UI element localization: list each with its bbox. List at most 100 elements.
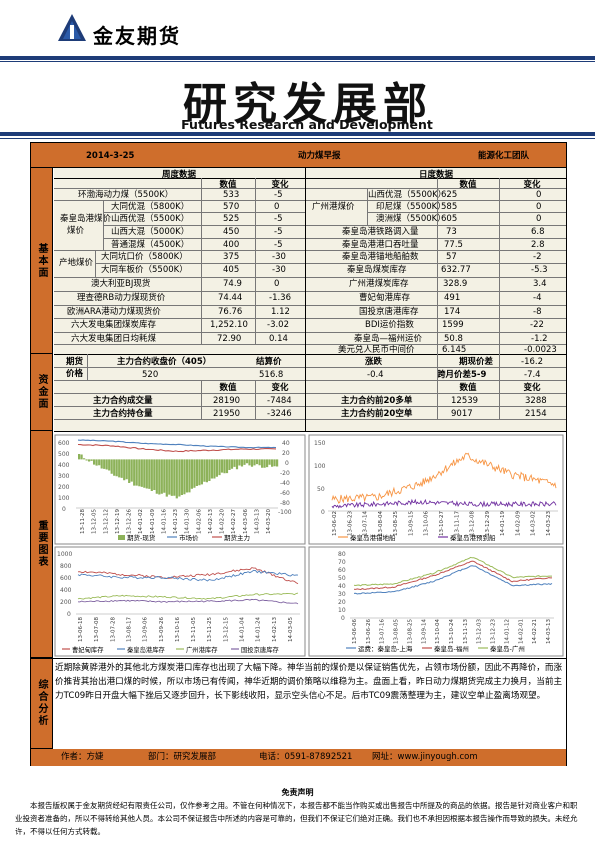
weekly-row-name: 环渤海动力煤（5500K） <box>78 190 174 200</box>
legend-label: 秦皇岛港预到船 <box>450 533 496 542</box>
daily-header: 日度数据 <box>418 170 453 180</box>
futures-close: 520 <box>142 370 159 380</box>
weekly-row-value: 76.76 <box>218 307 243 317</box>
legend-swatch <box>118 535 125 540</box>
x-tick-label: 13-12-23 <box>491 619 497 644</box>
x-tick-label: 13-09-26 <box>159 617 165 642</box>
pos-row-value: 21950 <box>213 409 241 419</box>
daily-row-change: 3.4 <box>533 279 547 289</box>
x-tick-label: 13-12-29 <box>485 511 491 536</box>
department-subtitle: Futures Research and Development <box>181 117 433 132</box>
futures-settle: 516.8 <box>259 370 284 380</box>
weekly-row-change: -30 <box>272 252 286 262</box>
futures-spread: -7.4 <box>524 370 541 380</box>
x-tick-label: 13-11-17 <box>454 511 460 536</box>
x-tick-label: 14-03-13 <box>546 619 552 644</box>
svg-text:-100: -100 <box>278 509 292 516</box>
x-tick-label: 13-10-06 <box>424 511 430 536</box>
chart-freight: 80 70 60 50 40 30 20 10 0 13-06-06 13-06-… <box>338 551 554 653</box>
daily-row-name: 秦皇岛港港口吞吐量 <box>342 240 419 250</box>
x-tick-label: 13-09-06 <box>143 617 149 642</box>
futures-h-basis: 期现价差 <box>459 357 494 367</box>
weekly-row-name: 大同优混（5800K） <box>111 202 190 212</box>
chart-anchorage-xlabels: 13-06-02 13-06-23 13-07-14 13-08-04 13-08-25… <box>332 511 552 536</box>
svg-text:100: 100 <box>314 463 326 470</box>
svg-text:20: 20 <box>282 450 290 457</box>
weekly-col-change: 变化 <box>271 180 289 190</box>
pos-row-value2: 9017 <box>451 409 473 419</box>
x-tick-label: 13-06-06 <box>352 619 358 644</box>
svg-text:60: 60 <box>338 567 346 574</box>
x-tick-label: 13-10-27 <box>439 511 445 536</box>
x-tick-label: 14-01-09 <box>150 509 156 534</box>
svg-text:600: 600 <box>60 575 72 582</box>
x-tick-label: 13-10-04 <box>435 619 441 644</box>
header-divider <box>0 56 595 62</box>
author-footer: 作者：方婕 部门：研究发展部 电话：0591-87892521 网址：www.j… <box>31 749 566 766</box>
daily-row-name: BDI运价指数 <box>365 320 414 330</box>
x-tick-label: 14-02-06 <box>196 509 202 534</box>
svg-text:40: 40 <box>282 440 290 447</box>
futures-h-close: 主力合约收盘价（405） <box>117 357 212 367</box>
weekly-row-value: 375 <box>223 252 240 262</box>
pos-row-name2: 主力合约前20空单 <box>341 409 413 419</box>
pos-row-value2: 12539 <box>451 396 479 406</box>
weekly-row-value: 450 <box>223 227 240 237</box>
futures-h-settle: 结算价 <box>256 357 282 367</box>
section-charts: 重要图表 <box>31 431 53 658</box>
svg-text:300: 300 <box>58 473 70 480</box>
daily-row-name: 秦皇岛煤炭库存 <box>347 265 407 275</box>
svg-text:100: 100 <box>58 495 70 502</box>
weekly-row-change: -5 <box>274 214 283 224</box>
daily-row-value: 50.8 <box>444 334 463 344</box>
chart-anchorage: 150 100 50 0 13-06-02 13-06-23 13-07-14 13-… <box>314 440 558 542</box>
weekly-row-value: 533 <box>223 190 240 200</box>
pos-col-value: 数值 <box>219 383 237 393</box>
x-tick-label: 13-12-12 <box>103 509 109 534</box>
svg-text:800: 800 <box>60 563 72 570</box>
futures-label: 期货 <box>66 357 84 367</box>
weekly-group-qhd-2: 煤价 <box>67 226 85 236</box>
svg-text:40: 40 <box>338 583 346 590</box>
daily-row-name: 印尼煤（5500K） <box>376 202 446 212</box>
futures-h-spread: 跨月价差5-9 <box>437 370 487 380</box>
fundamentals-table <box>54 168 566 354</box>
disclaimer: 免责声明 本报告版权属于金友期货经纪有限责任公司，仅作参考之用。不管在何种情况下… <box>15 786 580 838</box>
section-analysis: 综合分析 <box>31 658 53 749</box>
x-tick-label: 14-03-05 <box>288 617 294 642</box>
x-tick-label: 14-03-23 <box>546 511 552 536</box>
daily-group-gz: 广州港煤价 <box>312 202 355 212</box>
title-divider <box>0 132 595 139</box>
x-tick-label: 13-11-05 <box>191 617 197 642</box>
daily-row-name: 美元兑人民币中间价 <box>338 345 415 355</box>
weekly-row-name: 山西优混（5500K） <box>111 214 190 224</box>
legend-label: 秦皇岛-福州 <box>434 644 469 653</box>
weekly-row-value: 1,252.10 <box>210 320 248 330</box>
x-tick-label: 14-02-09 <box>515 511 521 536</box>
daily-row-value: 57 <box>446 252 457 262</box>
svg-text:600: 600 <box>58 440 70 447</box>
daily-row-value: 625 <box>441 190 458 200</box>
report-team: 能源化工团队 <box>478 151 530 161</box>
daily-row-value: 605 <box>441 214 458 224</box>
daily-row-change: -2 <box>533 252 542 262</box>
weekly-row-change: 0 <box>274 279 280 289</box>
x-tick-label: 13-12-03 <box>477 619 483 644</box>
x-tick-label: 14-02-13 <box>272 617 278 642</box>
chart-port-stocks: 1000 800 600 400 200 0 13-06-18 13-07-08 1… <box>57 551 300 654</box>
daily-row-value: 6.145 <box>442 345 467 355</box>
daily-row-name: 秦皇岛港锚地船舶数 <box>342 252 419 262</box>
daily-row-name: 曹妃甸港库存 <box>359 293 411 303</box>
weekly-group-origin: 产地煤价 <box>59 258 94 268</box>
futures-change: -0.4 <box>367 370 384 380</box>
chart-basis: 600 500 400 300 200 100 0 40 20 0 -20 -4… <box>58 439 292 542</box>
pos-row-change2: 3288 <box>525 396 547 406</box>
legend-label: 曹妃甸库存 <box>72 645 104 654</box>
footer-website[interactable]: 网址：www.jinyough.com <box>372 752 478 762</box>
legend-label: 秦皇岛-广州 <box>490 644 525 653</box>
x-tick-label: 13-12-15 <box>223 617 229 642</box>
daily-row-change: 0 <box>536 190 542 200</box>
chart-port-stocks-xlabels: 13-06-18 13-07-08 13-07-28 13-08-17 13-09-06… <box>78 617 294 642</box>
legend-label: 秦皇岛港库存 <box>127 645 165 654</box>
company-name: 金友期货 <box>93 24 181 48</box>
